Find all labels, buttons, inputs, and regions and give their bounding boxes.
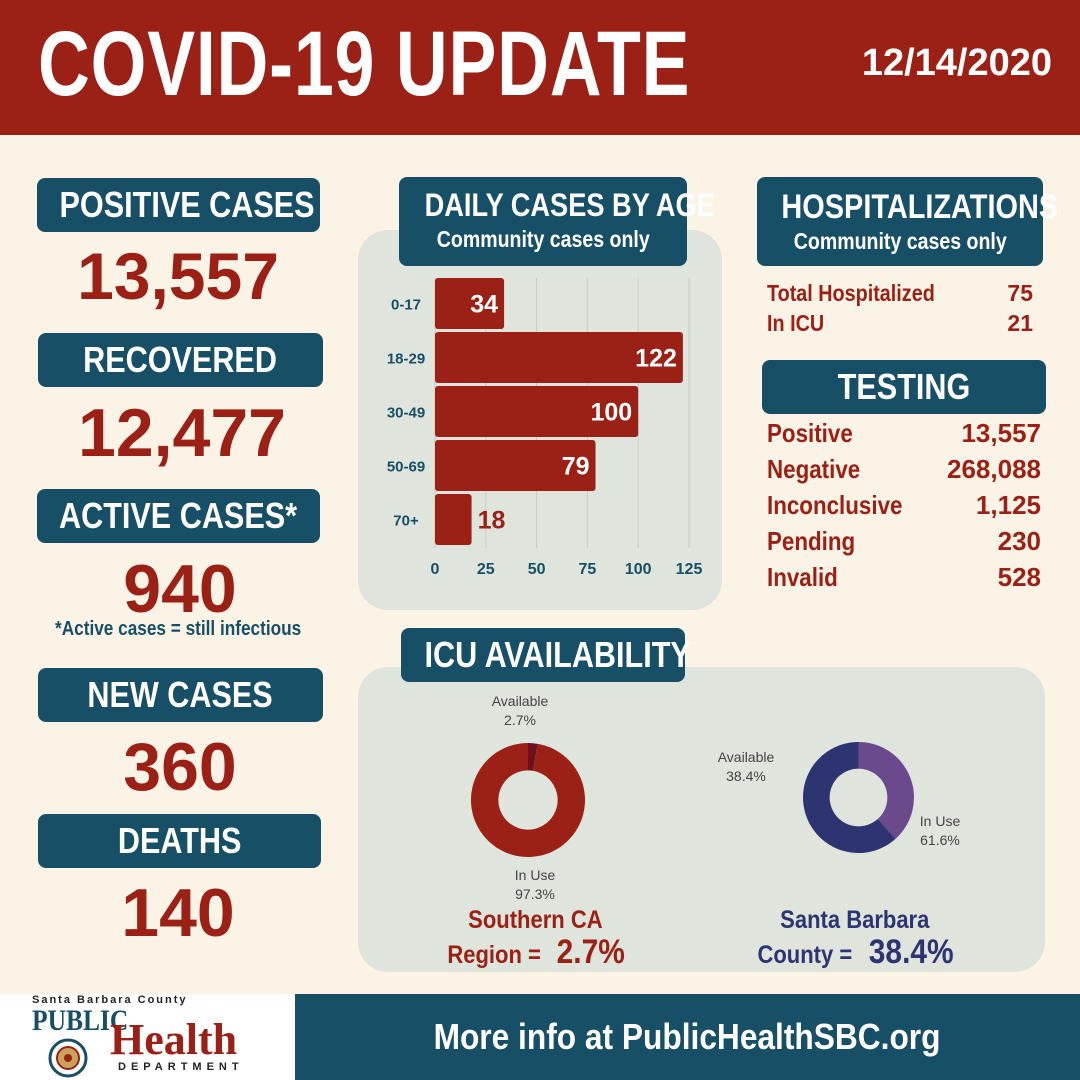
- health-department-logo: Santa Barbara County PUBLIC Health DEPAR…: [0, 994, 295, 1080]
- positive-cases-value: 13,557: [77, 239, 279, 313]
- sbc-available-callout: Available 38.4%: [717, 749, 775, 784]
- page-title: COVID-19 UPDATE: [38, 13, 691, 115]
- icu-panel: [358, 667, 1045, 972]
- logo-department-text: DEPARTMENT: [118, 1061, 244, 1073]
- testing-title: TESTING: [837, 366, 971, 407]
- age-chart-title: DAILY CASES BY AGE: [424, 187, 715, 223]
- testing-row-label: Positive: [767, 418, 853, 448]
- more-info-link[interactable]: More info at PublicHealthSBC.org: [434, 1016, 941, 1057]
- logo-public-text: PUBLIC: [32, 1004, 129, 1037]
- sbc-donut: [803, 742, 914, 853]
- hospitalizations-list: Total Hospitalized 75 In ICU 21: [767, 280, 1037, 340]
- hosp-row-value: 75: [1007, 280, 1033, 306]
- south-available-callout: Available 2.7%: [491, 693, 549, 728]
- slice-available: [858, 742, 914, 839]
- bar: [435, 494, 472, 545]
- data-label: 79: [562, 453, 590, 481]
- hosp-row: In ICU 21: [767, 310, 1037, 340]
- bar: [435, 332, 683, 383]
- slice-in-use: [471, 743, 585, 857]
- hosp-row-label: Total Hospitalized: [767, 280, 935, 306]
- testing-row-value: 268,088: [947, 454, 1041, 484]
- hospitalizations-title: HOSPITALIZATIONS: [781, 188, 1059, 226]
- x-tick-label: 75: [579, 561, 597, 578]
- x-tick-label: 0: [431, 561, 440, 578]
- hospitalizations-header: HOSPITALIZATIONS Community cases only: [757, 177, 1058, 266]
- testing-row-value: 1,125: [975, 490, 1041, 520]
- data-label: 100: [590, 399, 632, 427]
- logo-health-text: Health: [110, 1015, 238, 1064]
- new-cases-label: NEW CASES: [38, 668, 323, 722]
- south-inuse-callout: In Use 97.3%: [514, 867, 556, 902]
- data-label: 34: [470, 291, 498, 319]
- data-label: 122: [635, 345, 677, 373]
- logo-county-text: Santa Barbara County: [32, 994, 188, 1006]
- testing-header: TESTING: [762, 360, 1046, 414]
- x-tick-label: 125: [676, 561, 703, 578]
- category-label: 70+: [393, 513, 419, 530]
- testing-row-value: 528: [997, 562, 1041, 592]
- footer-bar: [295, 994, 1080, 1080]
- active-cases-label: ACTIVE CASES*: [37, 489, 320, 543]
- county-seal-icon: [48, 1038, 88, 1078]
- testing-row-label: Invalid: [767, 562, 838, 592]
- sbc-caption: Santa Barbara County = 38.4%: [757, 906, 954, 971]
- testing-row-label: Inconclusive: [767, 490, 903, 520]
- testing-row: Pending 230: [767, 526, 1041, 562]
- hospitalizations-subtitle: Community cases only: [793, 228, 1007, 254]
- testing-row-value: 13,557: [961, 418, 1041, 448]
- x-tick-label: 50: [528, 561, 546, 578]
- update-date: 12/14/2020: [861, 42, 1052, 84]
- sbc-inuse-callout: In Use 61.6%: [919, 813, 961, 848]
- category-label: 50-69: [387, 459, 425, 476]
- hosp-row-label: In ICU: [767, 310, 825, 336]
- x-tick-label: 25: [477, 561, 495, 578]
- testing-row-label: Negative: [767, 454, 861, 484]
- testing-row: Invalid 528: [767, 562, 1041, 598]
- new-cases-value: 360: [123, 729, 237, 805]
- southern-ca-caption: Southern CA Region = 2.7%: [447, 906, 625, 971]
- deaths-value: 140: [121, 875, 235, 951]
- deaths-label: DEATHS: [38, 814, 321, 868]
- active-cases-note: *Active cases = still infectious: [54, 618, 302, 640]
- age-bar-chart: 0 25 50 75 100 125 0-17 34 18-29 122 30-49 100 50-69…: [387, 278, 703, 578]
- icu-title: ICU AVAILABILITY: [424, 634, 691, 675]
- testing-row: Negative 268,088: [767, 454, 1041, 490]
- age-chart-header: DAILY CASES BY AGE Community cases only: [399, 177, 715, 266]
- header-bar: [0, 0, 1080, 135]
- x-tick-label: 100: [625, 561, 652, 578]
- slice-available: [528, 743, 538, 771]
- recovered-value: 12,477: [78, 395, 286, 471]
- testing-row: Inconclusive 1,125: [767, 490, 1041, 526]
- testing-row-value: 230: [997, 526, 1041, 556]
- age-chart-subtitle: Community cases only: [436, 226, 650, 252]
- southern-ca-donut: [471, 743, 585, 857]
- recovered-label: RECOVERED: [38, 333, 323, 387]
- bar: [435, 278, 505, 329]
- bar: [435, 440, 596, 491]
- hosp-row: Total Hospitalized 75: [767, 280, 1037, 310]
- testing-row: Positive 13,557: [767, 418, 1041, 454]
- active-cases-value: 940: [123, 551, 237, 627]
- testing-list: Positive 13,557 Negative 268,088 Inconcl…: [767, 418, 1041, 598]
- bar: [435, 386, 639, 437]
- testing-row-label: Pending: [767, 526, 856, 556]
- data-label: 18: [478, 507, 506, 535]
- slice-in-use: [803, 742, 896, 853]
- positive-cases-label: POSITIVE CASES: [37, 178, 320, 232]
- icu-header: ICU AVAILABILITY: [401, 628, 691, 682]
- hosp-row-value: 21: [1007, 310, 1033, 336]
- category-label: 30-49: [387, 405, 425, 422]
- category-label: 0-17: [391, 297, 421, 314]
- category-label: 18-29: [387, 351, 425, 368]
